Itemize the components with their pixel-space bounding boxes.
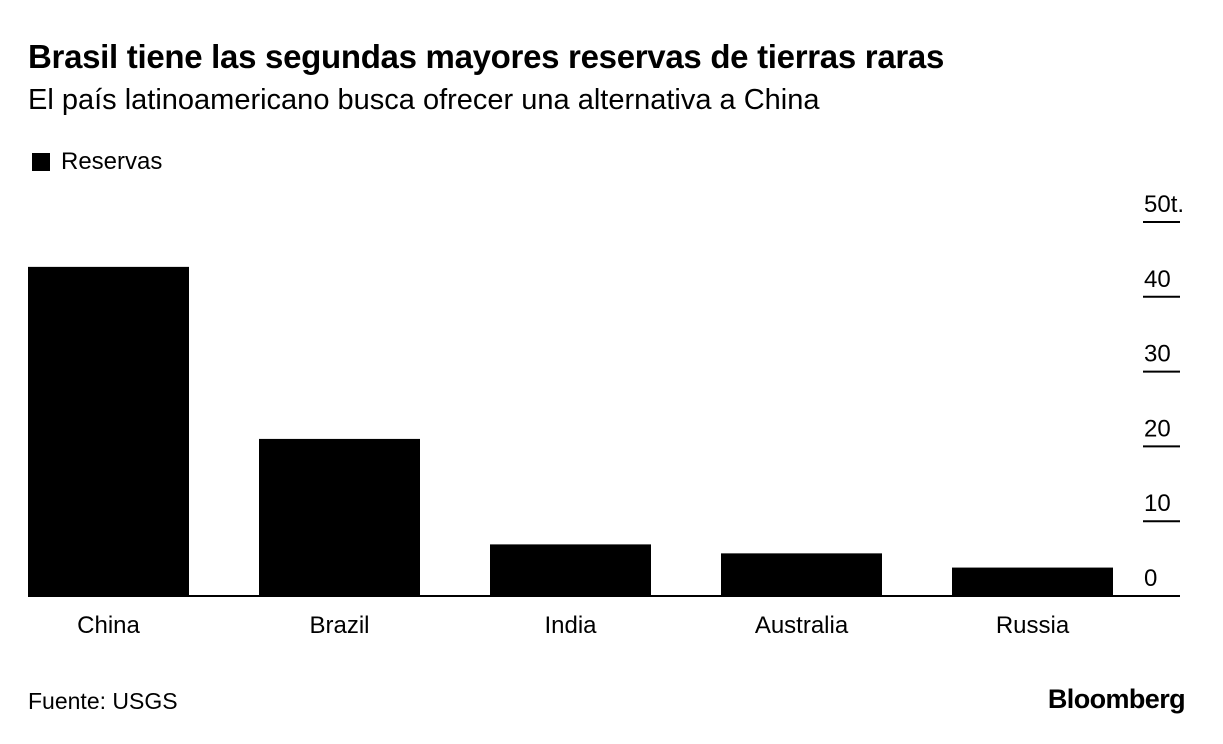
x-tick-label-india: India [544, 612, 597, 639]
x-tick-label-china: China [77, 612, 140, 639]
bars-group [28, 266, 1113, 596]
bloomberg-logo: Bloomberg [1047, 684, 1186, 714]
chart-subtitle: El país latinoamericano busca ofrecer un… [28, 84, 820, 116]
chart-title: Brasil tiene las segundas mayores reserv… [28, 38, 945, 75]
x-tick-label-brazil: Brazil [309, 612, 369, 639]
y-tick-label-20: 20 [1144, 415, 1171, 442]
bar-china [28, 266, 189, 596]
bar-india [490, 544, 651, 596]
x-tick-label-russia: Russia [996, 612, 1070, 639]
bar-russia [952, 567, 1113, 596]
bar-brazil [259, 438, 420, 596]
source-note: Fuente: USGS [28, 688, 178, 714]
legend-swatch [32, 153, 50, 171]
x-tick-label-australia: Australia [755, 612, 849, 639]
legend-label: Reservas [61, 148, 163, 175]
x-axis-labels: China Brazil India Australia Russia [77, 612, 1070, 639]
y-tick-label-50: 50t. [1144, 191, 1184, 218]
bar-australia [721, 553, 882, 596]
y-tick-label-10: 10 [1144, 490, 1171, 517]
legend: Reservas [32, 148, 162, 176]
y-tick-label-40: 40 [1144, 266, 1171, 293]
y-tick-label-0: 0 [1144, 565, 1157, 592]
y-tick-label-30: 30 [1144, 341, 1171, 368]
y-axis: 0 10 20 30 40 50t. [1143, 191, 1184, 592]
